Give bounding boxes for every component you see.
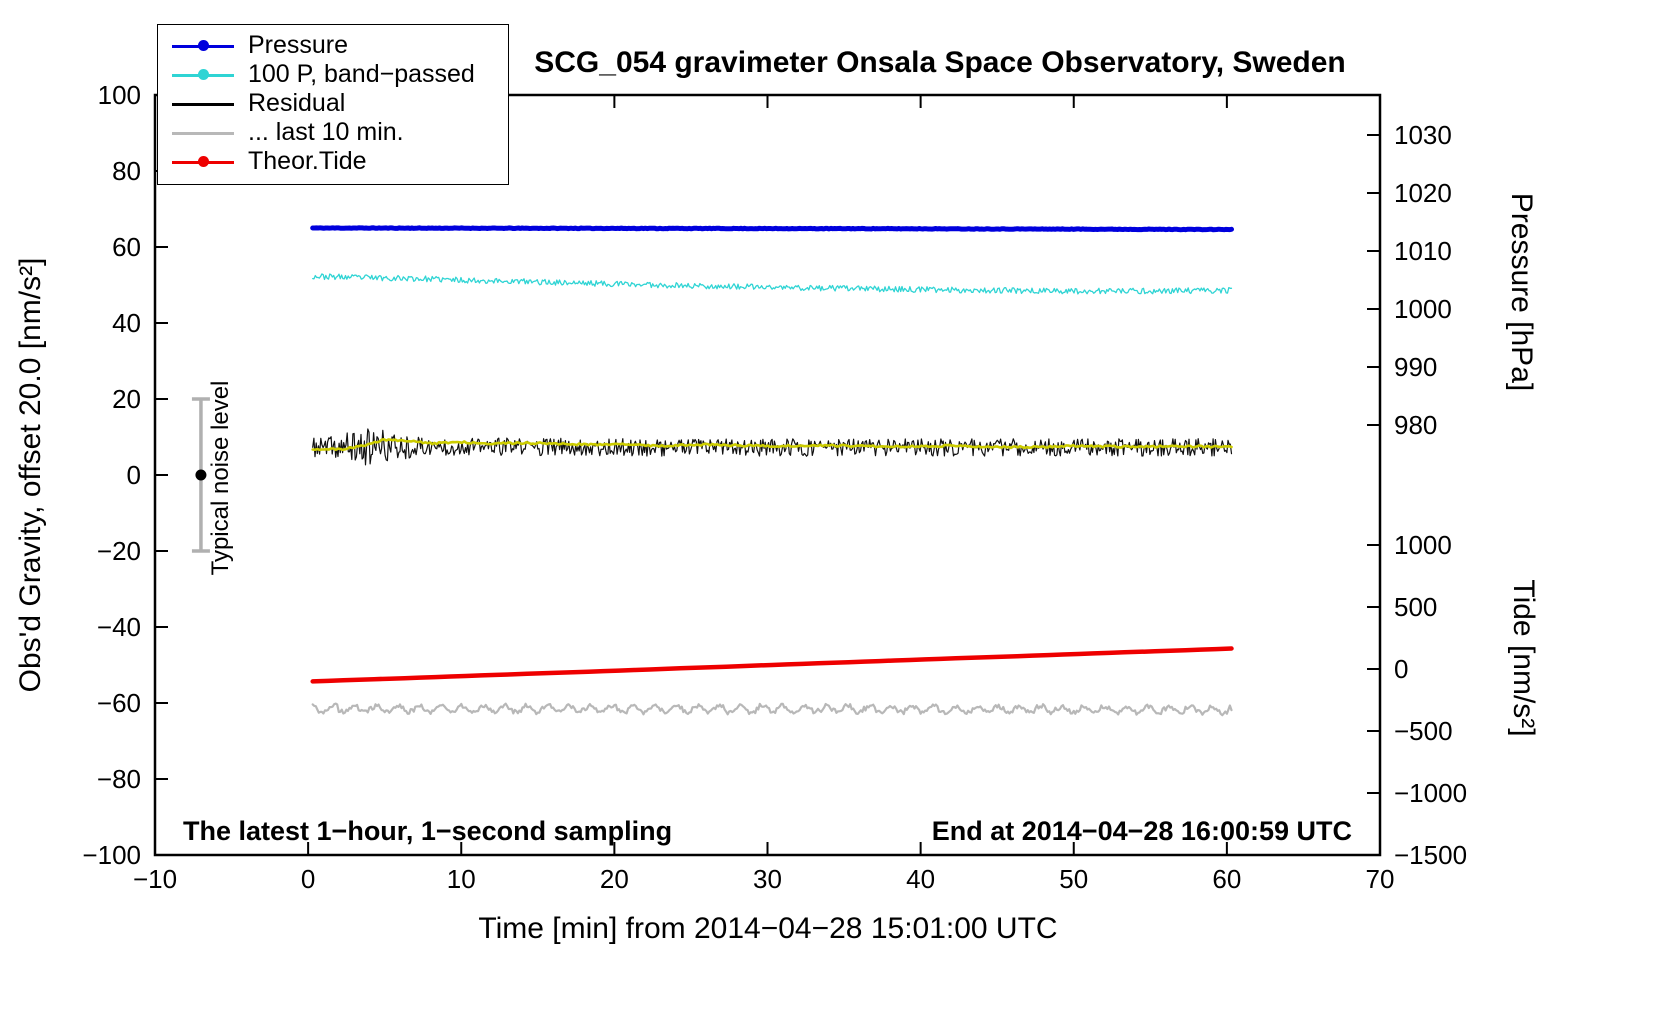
x-tick-label: 0 xyxy=(301,864,315,894)
pressure-tick-label: 1010 xyxy=(1394,236,1452,266)
legend-marker-3 xyxy=(172,126,234,140)
left-tick-label: 0 xyxy=(127,460,141,490)
left-tick-label: 80 xyxy=(112,156,141,186)
pressure-tick-label: 980 xyxy=(1394,410,1437,440)
typical-noise-level-label: Typical noise level xyxy=(207,381,234,576)
legend-marker-4 xyxy=(172,155,234,169)
x-tick-label: 20 xyxy=(600,864,629,894)
x-tick-label: 50 xyxy=(1059,864,1088,894)
legend-label: Residual xyxy=(248,89,346,117)
left-y-axis-label: Obs'd Gravity, offset 20.0 [nm/s²] xyxy=(14,258,47,693)
series-layer xyxy=(310,225,1234,717)
x-axis-label: Time [min] from 2014−04−28 15:01:00 UTC xyxy=(478,912,1057,945)
legend-label: Pressure xyxy=(248,31,349,59)
legend-item-0: Pressure xyxy=(172,31,508,60)
pressure-tick-label: 1020 xyxy=(1394,178,1452,208)
legend-item-4: Theor.Tide xyxy=(172,147,508,176)
series-pressure-bandpassed-line xyxy=(312,273,1233,295)
legend-dot-swatch xyxy=(198,39,209,51)
left-tick-label: −60 xyxy=(97,688,141,718)
legend-line-swatch xyxy=(172,131,234,135)
left-tick-label: −80 xyxy=(97,764,141,794)
x-tick-label: 30 xyxy=(753,864,782,894)
left-tick-label: 100 xyxy=(98,80,141,110)
legend-label: 100 P, band−passed xyxy=(248,60,475,88)
x-tick-label: 60 xyxy=(1212,864,1241,894)
legend-dot-swatch xyxy=(198,155,209,167)
tide-tick-label: 1000 xyxy=(1394,530,1452,560)
left-tick-label: 20 xyxy=(112,384,141,414)
left-tick-label: −100 xyxy=(82,840,141,870)
tide-tick-label: 500 xyxy=(1394,592,1437,622)
left-tick-label: 40 xyxy=(112,308,141,338)
legend-item-3: ... last 10 min. xyxy=(172,118,508,147)
left-tick-label: 60 xyxy=(112,232,141,262)
legend-label: Theor.Tide xyxy=(248,147,367,175)
chart-title: SCG_054 gravimeter Onsala Space Observat… xyxy=(534,46,1346,79)
series-pressure-line xyxy=(310,225,1234,233)
series-residual-last-10-min-line xyxy=(311,702,1233,717)
pressure-tick-label: 1030 xyxy=(1394,120,1452,150)
x-tick-label: 40 xyxy=(906,864,935,894)
axis-ticks-layer: −10 0 10 20 30 40 50 60 70−100−80−60−40−20020406… xyxy=(82,80,1467,894)
pressure-tick-label: 1000 xyxy=(1394,294,1452,324)
noise-bar-layer xyxy=(191,397,210,553)
pressure-axis-label: Pressure [hPa] xyxy=(1505,193,1538,391)
pressure-tick-label: 990 xyxy=(1394,352,1437,382)
legend-item-2: Residual xyxy=(172,89,508,118)
x-tick-label: 70 xyxy=(1366,864,1395,894)
tide-axis-label: Tide [nm/s²] xyxy=(1507,579,1540,736)
legend-line-swatch xyxy=(172,102,234,106)
legend-marker-0 xyxy=(172,39,234,53)
legend-marker-2 xyxy=(172,97,234,111)
legend-item-1: 100 P, band−passed xyxy=(172,60,508,89)
end-time-annotation: End at 2014−04−28 16:00:59 UTC xyxy=(932,816,1352,846)
left-tick-label: −40 xyxy=(97,612,141,642)
x-tick-label: 10 xyxy=(447,864,476,894)
legend-marker-1 xyxy=(172,68,234,82)
plot-frame xyxy=(153,93,1382,857)
tide-tick-label: 0 xyxy=(1394,654,1408,684)
noise-bar-center-dot xyxy=(195,469,207,481)
legend-label: ... last 10 min. xyxy=(248,118,404,146)
sampling-annotation: The latest 1−hour, 1−second sampling xyxy=(183,816,672,846)
x-tick-label: −10 xyxy=(133,864,177,894)
tide-tick-label: −1000 xyxy=(1394,778,1467,808)
left-tick-label: −20 xyxy=(97,536,141,566)
legend-box: Pressure 100 P, band−passed Residual... la… xyxy=(157,24,509,185)
series-residual-smoothed-line xyxy=(311,437,1233,452)
legend-dot-swatch xyxy=(198,68,209,80)
tide-tick-label: −500 xyxy=(1394,716,1453,746)
series-theoretical-tide-line xyxy=(310,646,1234,684)
tide-tick-label: −1500 xyxy=(1394,840,1467,870)
series-residual-line xyxy=(312,428,1233,466)
